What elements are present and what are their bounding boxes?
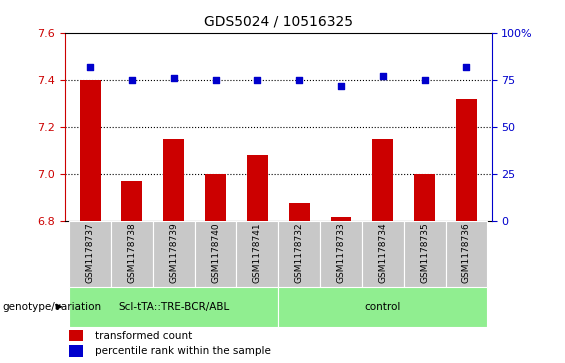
Bar xyxy=(414,174,435,221)
Text: transformed count: transformed count xyxy=(95,331,192,340)
Bar xyxy=(111,221,153,287)
Point xyxy=(462,64,471,70)
Text: GSM1178740: GSM1178740 xyxy=(211,223,220,283)
Point xyxy=(85,64,94,70)
Point xyxy=(253,77,262,83)
Bar xyxy=(372,139,393,221)
Bar xyxy=(362,221,404,287)
Point xyxy=(420,77,429,83)
Text: ScI-tTA::TRE-BCR/ABL: ScI-tTA::TRE-BCR/ABL xyxy=(118,302,229,312)
Bar xyxy=(205,174,226,221)
Text: GSM1178735: GSM1178735 xyxy=(420,223,429,283)
Bar xyxy=(236,221,279,287)
Point xyxy=(295,77,304,83)
Bar xyxy=(69,287,279,327)
Text: GSM1178737: GSM1178737 xyxy=(85,223,94,283)
Text: GSM1178732: GSM1178732 xyxy=(295,223,303,283)
Bar xyxy=(194,221,236,287)
Point xyxy=(169,75,178,81)
Bar xyxy=(163,139,184,221)
Text: GSM1178738: GSM1178738 xyxy=(127,223,136,283)
Text: GSM1178736: GSM1178736 xyxy=(462,223,471,283)
Text: GSM1178741: GSM1178741 xyxy=(253,223,262,283)
Point xyxy=(379,73,388,79)
Text: genotype/variation: genotype/variation xyxy=(3,302,102,312)
Bar xyxy=(247,155,268,221)
Bar xyxy=(279,287,488,327)
Bar xyxy=(69,345,83,357)
Bar xyxy=(456,99,477,221)
Title: GDS5024 / 10516325: GDS5024 / 10516325 xyxy=(204,15,353,29)
Bar xyxy=(69,221,111,287)
Bar xyxy=(331,217,351,221)
Bar xyxy=(320,221,362,287)
Bar xyxy=(153,221,194,287)
Bar xyxy=(404,221,446,287)
Bar xyxy=(80,80,101,221)
Point xyxy=(127,77,136,83)
Bar xyxy=(121,182,142,221)
Text: control: control xyxy=(364,302,401,312)
Text: GSM1178733: GSM1178733 xyxy=(337,223,345,283)
Point xyxy=(337,83,346,89)
Point xyxy=(211,77,220,83)
Text: GSM1178734: GSM1178734 xyxy=(379,223,388,283)
Bar xyxy=(279,221,320,287)
Bar xyxy=(446,221,488,287)
Bar xyxy=(69,330,83,341)
Text: GSM1178739: GSM1178739 xyxy=(169,223,178,283)
Bar xyxy=(289,203,310,221)
Text: percentile rank within the sample: percentile rank within the sample xyxy=(95,346,271,356)
